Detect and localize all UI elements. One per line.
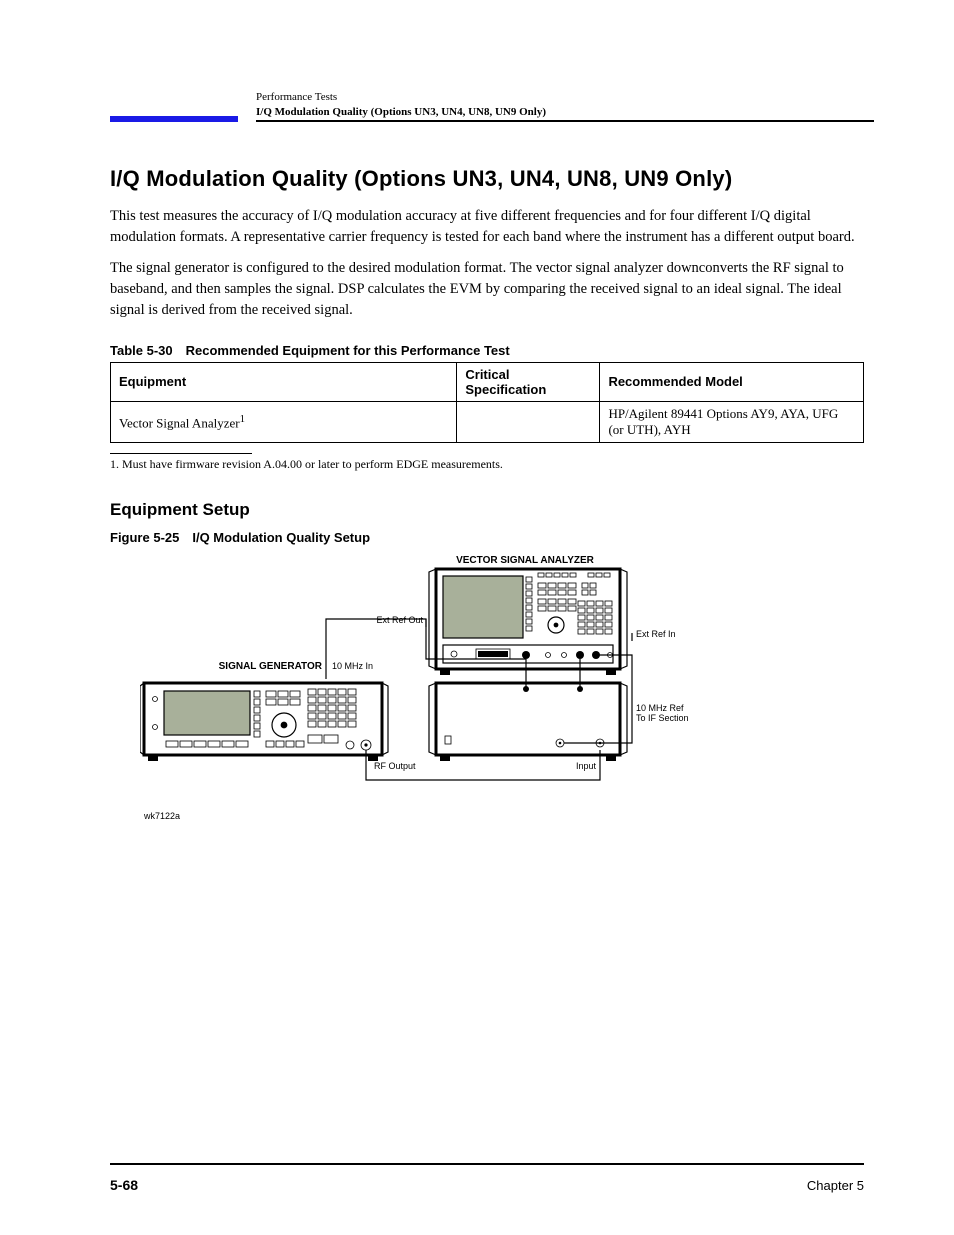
equipment-setup-title: Equipment Setup bbox=[110, 500, 864, 520]
intro-text: This test measures the accuracy of I/Q m… bbox=[110, 206, 864, 321]
ten-mhz-in-label: 10 MHz In bbox=[332, 661, 373, 671]
cell-equipment: Vector Signal Analyzer1 bbox=[111, 401, 457, 442]
table-header-row: Equipment Critical Specification Recomme… bbox=[111, 362, 864, 401]
sig-gen-label: SIGNAL GENERATOR bbox=[219, 661, 323, 672]
page-number: 5-68 bbox=[110, 1177, 138, 1193]
header-line1: Performance Tests bbox=[256, 90, 874, 105]
sig-gen-screen bbox=[164, 691, 250, 735]
header-accent-bar bbox=[110, 116, 238, 122]
vsa-port-2 bbox=[576, 651, 584, 659]
rf-output-label: RF Output bbox=[374, 761, 416, 771]
ext-ref-out-label: Ext Ref Out bbox=[376, 615, 423, 625]
col-model: Recommended Model bbox=[600, 362, 864, 401]
diagram-svg: VECTOR SIGNAL ANALYZER bbox=[140, 551, 700, 861]
col-spec: Critical Specification bbox=[457, 362, 600, 401]
figure-id: wk7122a bbox=[143, 811, 180, 821]
running-header: Performance Tests I/Q Modulation Quality… bbox=[110, 90, 864, 122]
col-equipment: Equipment bbox=[111, 362, 457, 401]
setup-diagram: VECTOR SIGNAL ANALYZER bbox=[110, 551, 864, 861]
input-label: Input bbox=[576, 761, 597, 771]
vsa-ext-ref-out-port bbox=[522, 651, 530, 659]
chapter-ref: Chapter 5 bbox=[807, 1178, 864, 1193]
ext-ref-in-label: Ext Ref In bbox=[636, 629, 676, 639]
table-footnote: 1. Must have firmware revision A.04.00 o… bbox=[110, 453, 864, 472]
intro-p2: The signal generator is configured to th… bbox=[110, 258, 864, 321]
to-if-label: To IF Section bbox=[636, 713, 689, 723]
header-line2: I/Q Modulation Quality (Options UN3, UN4… bbox=[256, 105, 874, 120]
page-title: I/Q Modulation Quality (Options UN3, UN4… bbox=[110, 166, 864, 192]
ten-mhz-ref-label: 10 MHz Ref bbox=[636, 703, 684, 713]
footer-rule bbox=[110, 1163, 864, 1165]
vsa-screen bbox=[443, 576, 523, 638]
table-row: Vector Signal Analyzer1 HP/Agilent 89441… bbox=[111, 401, 864, 442]
table: Equipment Critical Specification Recomme… bbox=[110, 362, 864, 443]
cell-spec bbox=[457, 401, 600, 442]
header-rule bbox=[256, 120, 874, 122]
equipment-table: Table 5-30 Recommended Equipment for thi… bbox=[110, 343, 864, 472]
figure-caption: Figure 5-25 I/Q Modulation Quality Setup bbox=[110, 530, 864, 545]
footnote-rule bbox=[110, 453, 252, 454]
cell-model: HP/Agilent 89441 Options AY9, AYA, UFG (… bbox=[600, 401, 864, 442]
intro-p1: This test measures the accuracy of I/Q m… bbox=[110, 206, 864, 248]
table-caption: Table 5-30 Recommended Equipment for thi… bbox=[110, 343, 864, 358]
if-section-case bbox=[436, 683, 620, 755]
vsa-label: VECTOR SIGNAL ANALYZER bbox=[456, 555, 595, 566]
